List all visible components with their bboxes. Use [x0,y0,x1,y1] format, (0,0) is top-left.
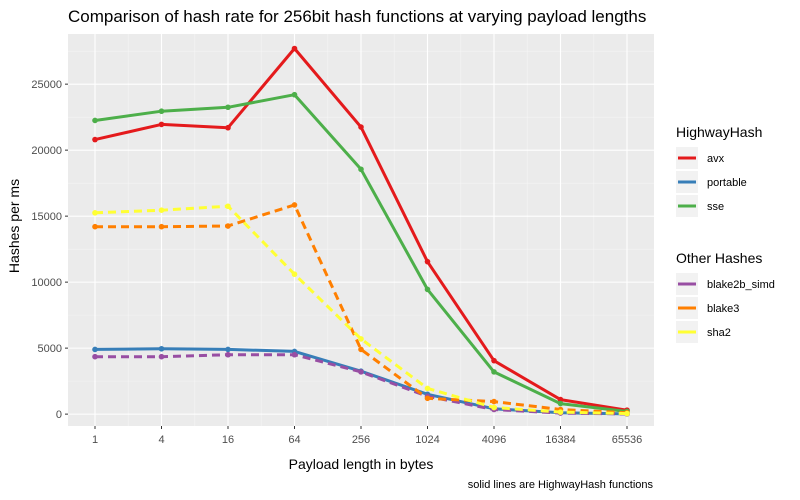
data-point-portable [158,345,165,352]
legend-key [676,321,698,343]
data-point-blake2b_simd [225,351,231,358]
y-tick-label: 20000 [31,145,62,157]
data-point-sse [158,108,165,115]
x-tick-label: 4 [158,434,164,446]
series-layer [92,45,630,417]
legend-key [676,147,698,169]
data-point-blake3 [358,346,364,353]
legend-key [676,195,698,217]
x-tick-label: 1 [92,434,98,446]
y-tick-label: 0 [56,409,62,421]
data-point-avx [557,396,564,403]
data-point-sha2 [358,336,364,342]
y-tick-label: 10000 [31,277,62,289]
y-axis-ticks: 0 5000 10000 15000 20000 25000 [31,79,68,421]
series-sha2 [92,203,630,417]
data-point-sha2 [92,210,98,216]
data-point-blake3 [225,223,231,229]
series-avx [92,45,630,413]
y-tick-label: 25000 [31,79,62,91]
data-point-blake3 [491,398,497,405]
x-axis-title: Payload length in bytes [289,456,434,472]
x-tick-label: 16 [222,434,234,446]
data-point-sha2 [624,410,630,417]
data-point-avx [491,357,497,364]
data-point-sse [358,166,364,173]
data-point-portable [92,346,98,353]
data-point-blake3 [158,223,165,230]
legend-label: portable [707,177,747,189]
data-point-avx [225,124,231,131]
data-point-portable [225,346,231,353]
y-tick-label: 5000 [38,343,62,355]
data-point-blake2b_simd [358,369,364,375]
data-point-blake2b_simd [158,353,165,360]
data-point-sha2 [557,409,564,415]
data-point-avx [358,124,364,130]
data-point-avx [158,121,165,128]
legend-label: blake3 [707,303,739,315]
legend-title: Other Hashes [676,250,762,266]
legend-label: sse [707,201,724,213]
x-tick-label: 65536 [612,434,643,446]
data-point-sha2 [424,385,431,392]
x-tick-label: 4096 [482,434,506,446]
chart-title: Comparison of hash rate for 256bit hash … [68,7,646,26]
data-point-sse [291,91,298,98]
data-point-sha2 [291,271,298,278]
x-tick-label: 16384 [545,434,576,446]
y-tick-label: 15000 [31,211,62,223]
legend-key [676,297,698,319]
legend-key [676,273,698,295]
legend-label: sha2 [707,327,731,339]
data-point-sse [557,400,564,407]
data-point-sha2 [225,203,231,210]
data-point-avx [424,258,431,265]
legend: HighwayHash avx portable sse Other Hashes bla… [676,124,775,343]
x-tick-label: 1024 [415,434,439,446]
data-point-blake3 [92,223,98,230]
data-point-blake3 [424,395,431,402]
legend-title: HighwayHash [676,124,762,140]
x-tick-label: 256 [352,434,370,446]
data-point-avx [291,45,298,52]
legend-group: HighwayHash avx portable sse [676,124,762,217]
data-point-blake3 [291,202,298,208]
legend-group: Other Hashes blake2b_simd blake3 sha2 [676,250,775,343]
chart-caption: solid lines are HighwayHash functions [468,479,654,491]
y-axis-title: Hashes per ms [6,179,22,273]
data-point-sha2 [158,207,165,214]
x-tick-label: 64 [288,434,300,446]
data-point-sse [92,117,98,124]
data-point-sse [225,104,231,111]
data-point-sse [424,286,431,293]
data-point-avx [92,136,98,143]
legend-label: avx [707,153,725,165]
x-axis-ticks: 1 4 16 64 256 1024 4096 16384 65536 [92,426,642,446]
series-sse [92,91,630,415]
data-point-blake2b_simd [291,351,298,358]
legend-label: blake2b_simd [707,279,775,291]
data-point-sse [491,369,497,375]
data-point-sha2 [491,404,497,411]
legend-key [676,171,698,193]
data-point-blake2b_simd [92,353,98,360]
